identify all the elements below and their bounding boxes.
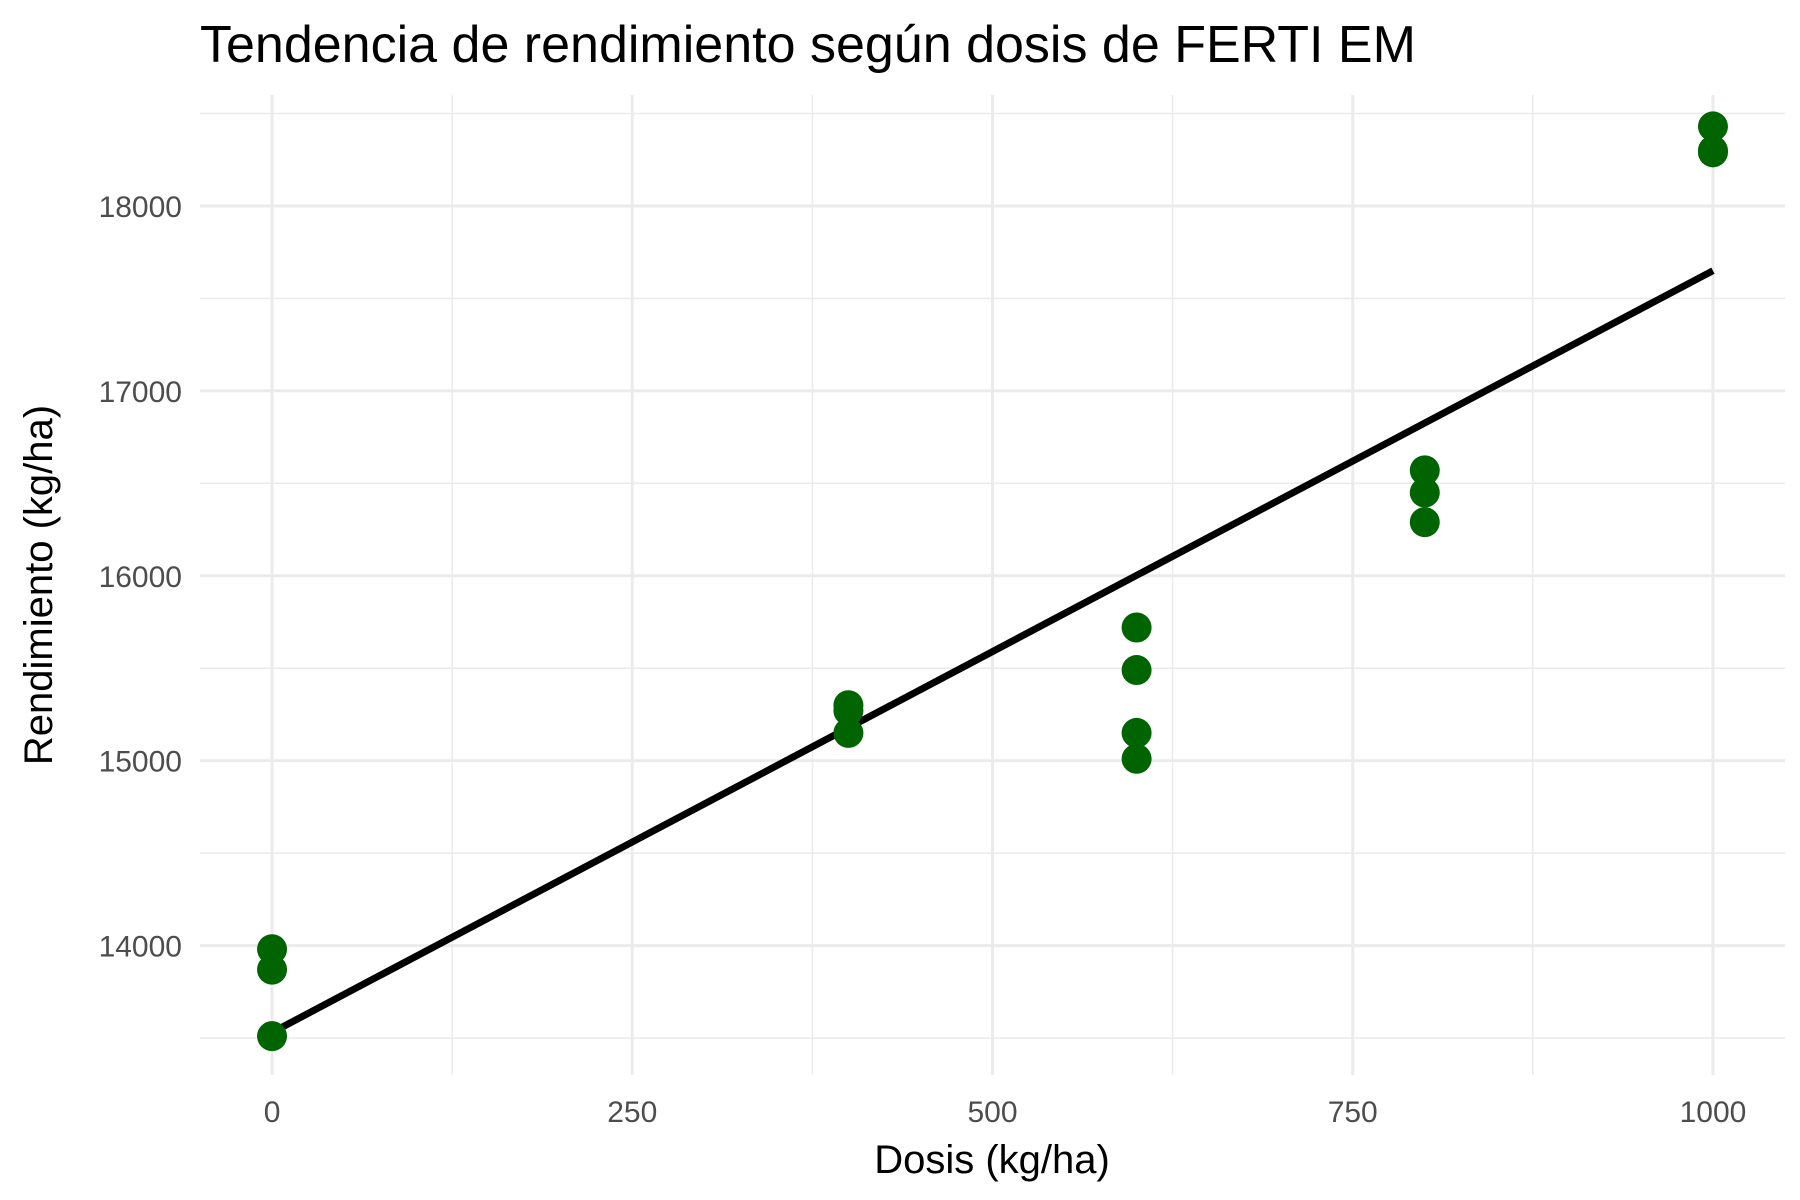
data-point [1697, 137, 1728, 168]
x-tick-label: 250 [607, 1096, 657, 1129]
data-point [1409, 455, 1440, 486]
data-point [1697, 111, 1728, 142]
y-axis-ticks: 14000 15000 16000 17000 18000 [99, 191, 182, 964]
trend-line [270, 267, 1715, 1036]
x-tick-label: 750 [1328, 1096, 1378, 1129]
y-tick-label: 17000 [99, 376, 182, 409]
y-axis-title: Rendimiento (kg/ha) [17, 405, 61, 765]
data-points [257, 111, 1728, 1052]
y-tick-label: 16000 [99, 561, 182, 594]
y-tick-label: 14000 [99, 931, 182, 964]
trend-line-layer [270, 267, 1715, 1036]
chart-title: Tendencia de rendimiento según dosis de … [200, 16, 1416, 74]
x-tick-label: 500 [967, 1096, 1017, 1129]
x-tick-label: 1000 [1680, 1096, 1747, 1129]
data-point [1409, 507, 1440, 538]
x-axis-title: Dosis (kg/ha) [874, 1138, 1110, 1182]
data-point [257, 1021, 288, 1052]
data-point [833, 717, 864, 748]
data-point [257, 954, 288, 985]
grid-lines [200, 95, 1785, 1075]
x-tick-label: 0 [264, 1096, 281, 1129]
data-point [1409, 477, 1440, 508]
x-axis-ticks: 0 250 500 750 1000 [264, 1096, 1747, 1129]
data-point [1121, 743, 1152, 774]
data-point [833, 695, 864, 726]
data-point [1121, 655, 1152, 686]
data-point [1121, 717, 1152, 748]
data-point [1121, 612, 1152, 643]
y-tick-label: 15000 [99, 746, 182, 779]
y-tick-label: 18000 [99, 191, 182, 224]
